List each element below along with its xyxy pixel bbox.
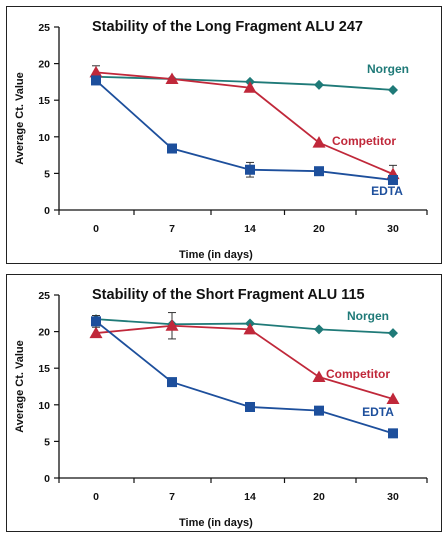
point-edta	[91, 316, 101, 327]
series-label-competitor: Competitor	[326, 367, 390, 381]
point-edta	[245, 164, 255, 175]
point-norgen	[314, 79, 324, 90]
point-edta	[167, 143, 177, 154]
point-competitor	[312, 370, 326, 382]
x-tick-label: 20	[313, 491, 325, 503]
chart-panel-short-fragment: Stability of the Short Fragment ALU 115 0…	[6, 274, 442, 532]
series-label-norgen: Norgen	[367, 62, 409, 76]
point-edta	[388, 174, 398, 185]
x-axis-label: Time (in days)	[179, 517, 253, 529]
point-norgen	[388, 328, 398, 339]
x-tick-label: 14	[244, 491, 256, 503]
point-competitor	[89, 326, 103, 339]
y-axis-label: Average Ct. Value	[14, 340, 26, 433]
point-norgen	[388, 84, 398, 95]
point-edta	[314, 405, 324, 416]
point-edta	[314, 166, 324, 177]
point-competitor	[89, 65, 103, 78]
point-competitor	[165, 72, 179, 84]
point-edta	[91, 75, 101, 86]
y-tick-label: 15	[38, 95, 50, 107]
x-tick-label: 7	[169, 491, 175, 503]
chart-title: Stability of the Long Fragment ALU 247	[92, 19, 363, 35]
y-axis-label: Average Ct. Value	[14, 72, 26, 165]
series-label-norgen: Norgen	[347, 309, 389, 323]
series-label-edta: EDTA	[371, 184, 403, 198]
y-tick-label: 10	[38, 132, 50, 144]
x-tick-label: 0	[93, 491, 99, 503]
point-competitor	[386, 392, 400, 404]
chart-short-fragment: Stability of the Short Fragment ALU 115 0…	[14, 287, 428, 529]
series-label-competitor: Competitor	[332, 134, 396, 148]
point-competitor	[312, 136, 326, 148]
y-tick-label: 25	[38, 290, 50, 302]
y-tick-label: 0	[44, 205, 50, 217]
point-edta	[388, 428, 398, 439]
x-axis-label: Time (in days)	[179, 249, 253, 261]
y-tick-label: 10	[38, 400, 50, 412]
series-line-competitor	[95, 324, 394, 400]
x-tick-label: 30	[387, 491, 399, 503]
point-competitor	[243, 81, 257, 93]
y-tick-label: 0	[44, 473, 50, 485]
y-tick-label: 5	[44, 168, 50, 180]
y-tick-label: 20	[38, 59, 50, 71]
chart-title: Stability of the Short Fragment ALU 115	[92, 287, 365, 303]
x-tick-label: 20	[313, 223, 325, 235]
chart-long-fragment: Stability of the Long Fragment ALU 247 0 5…	[14, 19, 428, 261]
point-competitor	[243, 322, 257, 335]
point-competitor	[165, 319, 179, 331]
y-tick-label: 25	[38, 22, 50, 34]
y-tick-label: 15	[38, 363, 50, 375]
x-tick-label: 0	[93, 223, 99, 235]
point-norgen	[314, 324, 324, 335]
point-edta	[245, 401, 255, 412]
chart-panel-long-fragment: Stability of the Long Fragment ALU 247 0 5…	[6, 6, 442, 264]
y-tick-label: 5	[44, 436, 50, 448]
series-label-edta: EDTA	[362, 405, 394, 419]
point-edta	[167, 377, 177, 388]
x-tick-label: 14	[244, 223, 256, 235]
y-tick-label: 20	[38, 327, 50, 339]
x-tick-label: 30	[387, 223, 399, 235]
x-tick-label: 7	[169, 223, 175, 235]
series-line-edta	[95, 79, 394, 181]
